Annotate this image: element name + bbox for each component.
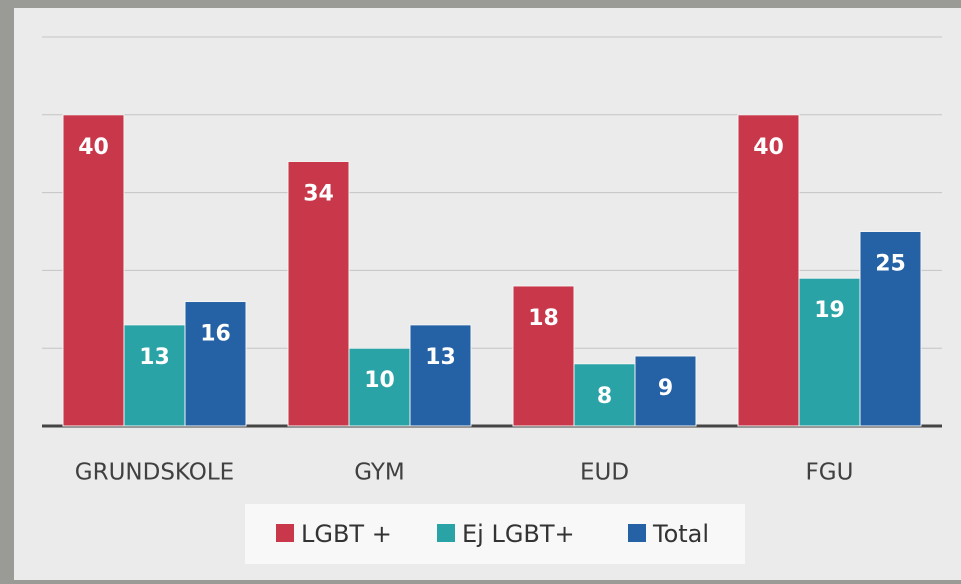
data-label: 13 <box>139 345 170 370</box>
bar <box>634 355 697 427</box>
bar <box>348 347 411 427</box>
x-tick-label: GYM <box>354 460 405 486</box>
bar <box>409 324 472 427</box>
data-label: 40 <box>753 135 784 160</box>
data-label: 40 <box>78 135 109 160</box>
legend-label: Total <box>652 520 709 548</box>
legend-box <box>245 504 745 564</box>
data-label: 19 <box>814 298 845 323</box>
data-label: 10 <box>364 368 395 393</box>
bar <box>798 277 861 427</box>
x-tick-label: FGU <box>806 460 854 486</box>
bar <box>859 231 922 427</box>
legend-swatch <box>437 524 455 542</box>
x-tick-label: EUD <box>580 460 629 486</box>
data-label: 9 <box>658 376 673 401</box>
legend-label: LGBT + <box>301 520 392 548</box>
bar <box>573 363 636 427</box>
data-label: 16 <box>200 322 231 347</box>
legend-label: Ej LGBT+ <box>462 520 575 548</box>
data-label: 13 <box>425 345 456 370</box>
data-label: 25 <box>875 252 906 277</box>
bar <box>184 301 247 427</box>
legend-swatch <box>276 524 294 542</box>
bar <box>512 285 575 427</box>
bar <box>123 324 186 427</box>
bar <box>62 114 125 427</box>
data-label: 34 <box>303 181 334 206</box>
legend-swatch <box>628 524 646 542</box>
data-label: 18 <box>528 306 559 331</box>
bar <box>287 160 350 427</box>
data-label: 8 <box>597 384 612 409</box>
x-tick-label: GRUNDSKOLE <box>75 460 234 486</box>
bar <box>737 114 800 427</box>
